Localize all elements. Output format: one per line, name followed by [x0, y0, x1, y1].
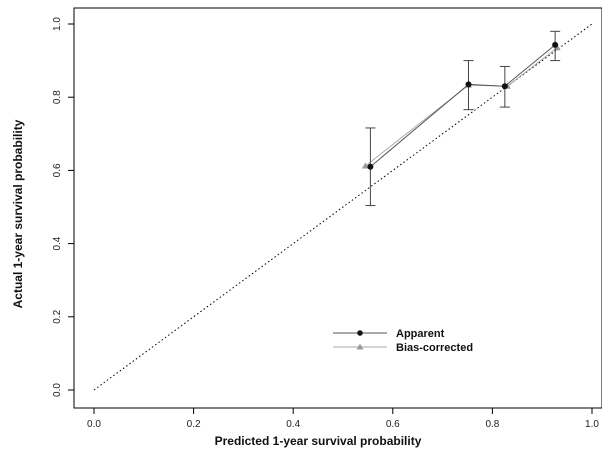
- bias-corrected-point: [361, 162, 369, 169]
- legend: Apparent Bias-corrected: [333, 328, 473, 354]
- legend-apparent-label: Apparent: [396, 328, 445, 340]
- y-axis-title: Actual 1-year survival probability: [11, 119, 25, 308]
- y-tick-label: 0.4: [52, 236, 63, 250]
- apparent-point: [552, 41, 559, 48]
- plot-frame: [73, 7, 602, 409]
- apparent-point: [501, 83, 508, 90]
- x-tick-label: 1.0: [585, 419, 599, 430]
- x-tick-label: 0.4: [286, 419, 300, 430]
- bias-corrected-line: [365, 47, 558, 167]
- x-tick-label: 0.6: [386, 419, 400, 430]
- apparent-point: [367, 163, 374, 170]
- x-tick-label: 0.0: [87, 419, 101, 430]
- x-axis-ticks: 0.0 0.2 0.4 0.6 0.8 1.0: [87, 408, 599, 430]
- series-layer: [361, 30, 561, 207]
- legend-bias-corrected-marker: [356, 343, 364, 350]
- legend-apparent-marker: [357, 330, 363, 336]
- x-tick-label: 0.8: [485, 419, 499, 430]
- y-tick-label: 0.0: [52, 383, 63, 397]
- y-tick-label: 0.2: [52, 309, 63, 323]
- legend-bias-corrected-label: Bias-corrected: [396, 342, 473, 354]
- y-tick-label: 1.0: [52, 17, 63, 31]
- reference-diagonal: [93, 23, 593, 391]
- x-axis-title: Predicted 1-year survival probability: [215, 434, 422, 448]
- y-tick-label: 0.6: [52, 163, 63, 177]
- apparent-point: [465, 81, 472, 88]
- x-tick-label: 0.2: [187, 419, 201, 430]
- y-tick-label: 0.8: [52, 90, 63, 104]
- y-axis-ticks: 0.0 0.2 0.4 0.6 0.8 1.0: [52, 17, 74, 397]
- apparent-line: [370, 44, 556, 168]
